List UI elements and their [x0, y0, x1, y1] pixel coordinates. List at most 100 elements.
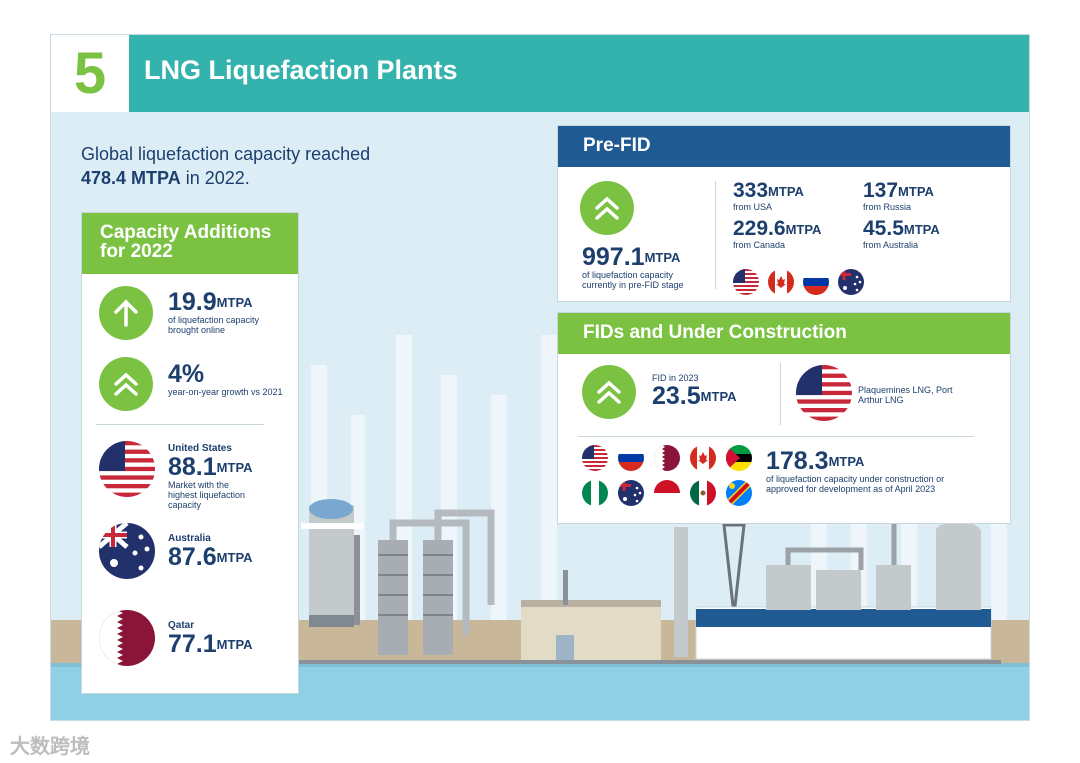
australia-flag-icon — [99, 523, 155, 579]
source-value: 229.6 — [733, 217, 786, 240]
market-australia: Australia 87.6MTPA — [168, 533, 288, 570]
prefid-source: 45.5MTPA from Australia — [863, 218, 993, 251]
fid-2023-value: 23.5 — [652, 382, 701, 410]
australia-flag-icon — [618, 480, 644, 506]
source-unit: MTPA — [898, 184, 934, 199]
source-value: 333 — [733, 179, 769, 202]
australia-flag-icon — [838, 269, 864, 295]
intro-value-line: 478.4 MTPA in 2022. — [81, 166, 370, 190]
market-value-line: 88.1MTPA — [168, 454, 288, 480]
intro-value: 478.4 MTPA — [81, 168, 181, 188]
source-value: 137 — [863, 179, 899, 202]
indonesia-flag-icon — [654, 480, 680, 506]
qatar-flag-icon — [99, 610, 155, 666]
arrow-up-icon — [99, 286, 153, 340]
construction-value-line: 178.3MTPA — [766, 448, 976, 474]
prefid-total-line: 997.1MTPA — [582, 244, 712, 270]
fid-2023-value-line: 23.5MTPA — [652, 383, 772, 409]
market-value: 87.6 — [168, 543, 217, 571]
usa-flag-icon — [796, 365, 852, 421]
construction-value: 178.3 — [766, 447, 829, 475]
watermark: 大数跨境 — [10, 736, 90, 758]
intro-line: Global liquefaction capacity reached — [81, 144, 371, 164]
market-value: 88.1 — [168, 453, 217, 481]
online-desc: of liquefaction capacity brought online — [168, 315, 260, 335]
market-unit: MTPA — [216, 460, 253, 475]
usa-flag-icon — [582, 445, 608, 471]
capacity-additions-panel: Capacity Additions for 2022 19.9MTPA of … — [81, 212, 299, 694]
construction-stat: 178.3MTPA of liquefaction capacity under… — [766, 448, 976, 494]
source-value-line: 333MTPA — [733, 180, 853, 202]
construction-desc: of liquefaction capacity under construct… — [766, 474, 945, 494]
prefid-total-desc: of liquefaction capacity currently in pr… — [582, 270, 684, 290]
source-from: from Canada — [733, 240, 786, 250]
fid-unit: MTPA — [700, 389, 737, 404]
source-unit: MTPA — [785, 222, 822, 237]
drc-flag-icon — [726, 480, 752, 506]
russia-flag-icon — [803, 269, 829, 295]
page-title: LNG Liquefaction Plants — [144, 55, 458, 85]
mexico-flag-icon — [690, 480, 716, 506]
prefid-unit: MTPA — [644, 250, 681, 265]
prefid-total: 997.1MTPA of liquefaction capacity curre… — [582, 244, 712, 290]
market-unit: MTPA — [216, 637, 253, 652]
online-value: 19.9 — [168, 288, 217, 316]
market-country: United States — [168, 443, 232, 454]
header-bar: 5 LNG Liquefaction Plants — [51, 35, 1029, 112]
canada-flag-icon — [690, 445, 716, 471]
prefid-source: 229.6MTPA from Canada — [733, 218, 863, 251]
source-unit: MTPA — [903, 222, 940, 237]
source-value-line: 229.6MTPA — [733, 218, 863, 240]
divider — [715, 181, 716, 289]
double-chevron-up-icon — [582, 365, 636, 419]
double-chevron-up-icon — [99, 357, 153, 411]
online-unit: MTPA — [216, 295, 253, 310]
source-unit: MTPA — [768, 184, 804, 199]
market-value: 77.1 — [168, 630, 217, 658]
source-value: 45.5 — [863, 217, 904, 240]
intro-text: Global liquefaction capacity reached 478… — [81, 142, 370, 190]
qatar-flag-icon — [654, 445, 680, 471]
market-desc: Market with the highest liquefaction cap… — [168, 480, 246, 510]
intro-suffix: in 2022. — [180, 168, 250, 188]
market-usa: United States 88.1MTPA Market with the h… — [168, 443, 288, 510]
nigeria-flag-icon — [582, 480, 608, 506]
market-value-line: 77.1MTPA — [168, 631, 288, 657]
usa-flag-icon — [99, 441, 155, 497]
prefid-panel: Pre-FID 997.1MTPA of liquefaction capaci… — [557, 125, 1011, 302]
russia-flag-icon — [618, 445, 644, 471]
fids-panel: FIDs and Under Construction FID in 2023 … — [557, 312, 1011, 524]
usa-flag-icon — [733, 269, 759, 295]
infographic-frame: 5 LNG Liquefaction Plants Global liquefa… — [50, 34, 1030, 721]
growth-value: 4% — [168, 360, 205, 388]
prefid-source: 137MTPA from Russia — [863, 180, 983, 213]
fids-title: FIDs and Under Construction — [558, 313, 1010, 354]
source-value-line: 45.5MTPA — [863, 218, 993, 240]
growth-desc: year-on-year growth vs 2021 — [168, 387, 283, 397]
market-unit: MTPA — [216, 550, 253, 565]
divider — [780, 363, 781, 425]
source-from: from Australia — [863, 240, 919, 250]
fid-2023-stat: FID in 2023 23.5MTPA — [652, 373, 772, 409]
source-from: from USA — [733, 202, 773, 212]
mozambique-flag-icon — [726, 445, 752, 471]
fid-projects: Plaquemines LNG, Port Arthur LNG — [858, 385, 953, 405]
divider — [578, 436, 974, 437]
fid-2023-label: FID in 2023 — [652, 373, 699, 383]
market-country: Qatar — [168, 620, 195, 631]
prefid-source: 333MTPA from USA — [733, 180, 853, 213]
growth-stat: 4% year-on-year growth vs 2021 — [168, 361, 288, 397]
capacity-additions-title: Capacity Additions for 2022 — [82, 213, 298, 274]
divider — [96, 424, 264, 425]
online-value-line: 19.9MTPA — [168, 289, 288, 315]
market-country: Australia — [168, 533, 211, 544]
source-value-line: 137MTPA — [863, 180, 983, 202]
prefid-title: Pre-FID — [558, 126, 1010, 167]
prefid-total-value: 997.1 — [582, 243, 645, 271]
market-qatar: Qatar 77.1MTPA — [168, 620, 288, 657]
market-value-line: 87.6MTPA — [168, 544, 288, 570]
construction-unit: MTPA — [828, 454, 865, 469]
section-number: 5 — [51, 35, 129, 112]
double-chevron-up-icon — [580, 181, 634, 235]
online-stat: 19.9MTPA of liquefaction capacity brough… — [168, 289, 288, 335]
